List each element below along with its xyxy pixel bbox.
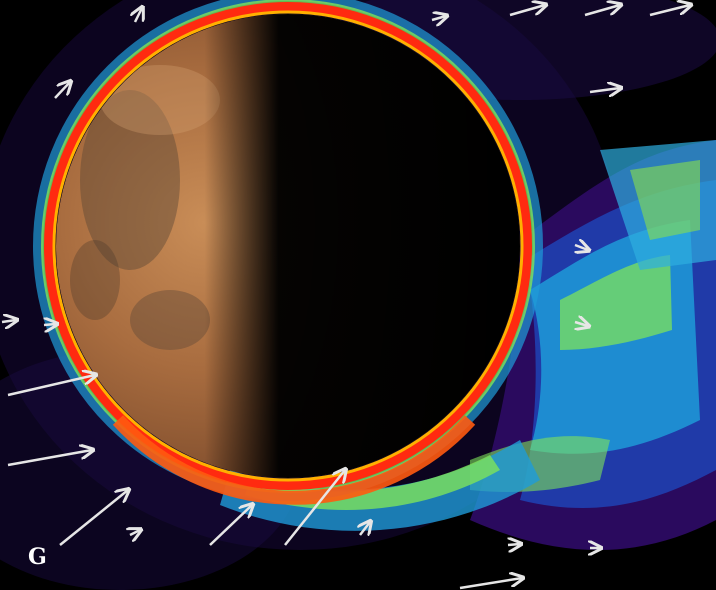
ionosphere-ring [33, 0, 543, 505]
mars-globe [56, 14, 520, 478]
flow-arrows [1, 5, 690, 590]
panel-label: G [28, 544, 47, 570]
